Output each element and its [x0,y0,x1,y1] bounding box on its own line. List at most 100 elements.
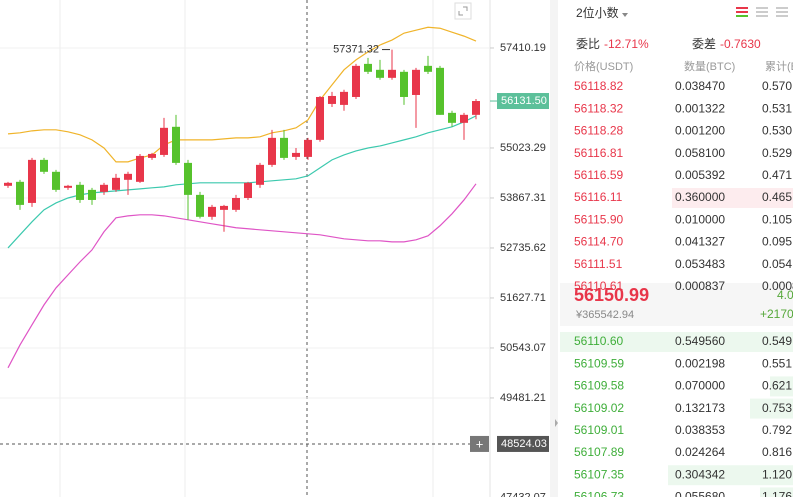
band-line [7,183,477,369]
price: 56107.89 [574,445,624,459]
price: 56111.51 [574,257,623,271]
y-tick-label: 57410.19 [500,42,546,54]
candle-body [4,182,12,186]
last-price-tag [497,93,549,110]
cumulative: 0.105 [762,212,792,226]
amount: 0.041327 [675,235,725,249]
column-header: 数量(BTC) [684,60,735,73]
amount: 0.304342 [675,467,725,481]
candle-body [76,184,84,200]
price: 56116.59 [574,168,623,182]
last-price-cny: ¥365542.94 [575,309,634,321]
candle-body [112,177,120,190]
cumulative: 0.465 [762,190,792,204]
candle-body [160,127,168,155]
candle-body [232,197,240,210]
candle-body [208,206,216,217]
price: 56109.02 [574,401,624,415]
candle-body [304,139,312,157]
price: 56110.60 [574,334,623,348]
amount: 0.002198 [675,356,725,370]
amount: 0.058100 [675,146,725,160]
depth-bar [560,332,793,352]
cumulative: 0.816 [762,445,792,459]
candle-body [280,137,288,158]
band-line [7,115,477,249]
candle-body [124,173,132,180]
v-grid [59,0,434,497]
candle-body [148,153,156,158]
layout-icons[interactable] [736,7,788,17]
crosshair-plus: + [476,436,484,451]
cumulative: 0.792 [762,423,792,437]
depth-bar [760,487,793,497]
price: 56109.59 [574,356,624,370]
candle-body [316,96,324,140]
collapse-arrow[interactable] [555,419,558,427]
candle-body [448,112,456,123]
amount: 0.001200 [675,124,725,138]
candle-body [352,65,360,97]
cumulative: 0.095 [762,235,792,249]
candle-body [172,126,180,163]
cumulative: 0.551 [762,356,792,370]
change: 4.0 [777,288,793,302]
y-tick-label: 47432.07 [500,491,546,497]
candle-body [400,71,408,97]
cumulative: 0.0008 [762,279,793,293]
amount: 0.038470 [675,79,725,93]
panel-gutter [550,0,558,497]
price: 56118.28 [574,124,623,138]
cumulative: 0.529 [762,146,792,160]
price: 56116.81 [574,146,623,160]
candle-body [460,114,468,123]
y-tick-label: 55023.29 [500,142,546,154]
candle-body [244,182,252,198]
price: 56115.90 [574,212,623,226]
precision-select[interactable]: 2位小数 [576,5,619,20]
high-annotation: 57371.32 [333,43,379,55]
dropdown-arrow[interactable] [622,13,628,17]
cumulative: 0.471 [762,168,792,182]
crosshair-tag [497,435,549,452]
band-line [7,26,477,163]
depth-bar [668,465,793,486]
price: 56114.70 [574,235,623,249]
ratio-value: -12.71% [604,37,649,51]
price: 56107.35 [574,467,624,481]
amount: 0.010000 [675,212,725,226]
y-tick-label: 52735.62 [500,242,546,254]
last-price-label: 56131.50 [501,95,547,107]
candle-body [184,162,192,195]
cumulative: 0.753 [762,401,792,415]
cumulative: 1.176 [762,490,792,497]
crosshair-label: 48524.03 [501,438,547,450]
depth-bar [672,188,793,208]
amount: 0.360000 [675,190,725,204]
crosshair-plus-box[interactable] [470,435,489,452]
ticker-band [560,283,793,326]
amount: 0.000837 [675,279,725,293]
candle-body [88,189,96,200]
expand-icon[interactable] [454,2,472,20]
column-header: 价格(USDT) [574,59,633,73]
candle-body [472,101,480,115]
cumulative: 0.549 [762,334,792,348]
candle-body [64,185,72,188]
last-price: 56150.99 [574,285,649,305]
y-tick-label: 50543.07 [500,342,546,354]
candle-body [136,155,144,182]
cumulative: 0.570 [762,79,792,93]
candle-body [436,67,444,115]
amount: 0.024264 [675,445,725,459]
price: 56109.01 [574,423,624,437]
candle-body [388,69,396,78]
diff-value: -0.7630 [720,37,761,51]
candle-body [328,95,336,104]
y-tick-label: 49481.21 [500,392,546,404]
candle-body [220,205,228,210]
ratio-label: 委比 [576,37,600,51]
amount: 0.005392 [675,168,725,182]
candle-body [196,194,204,217]
